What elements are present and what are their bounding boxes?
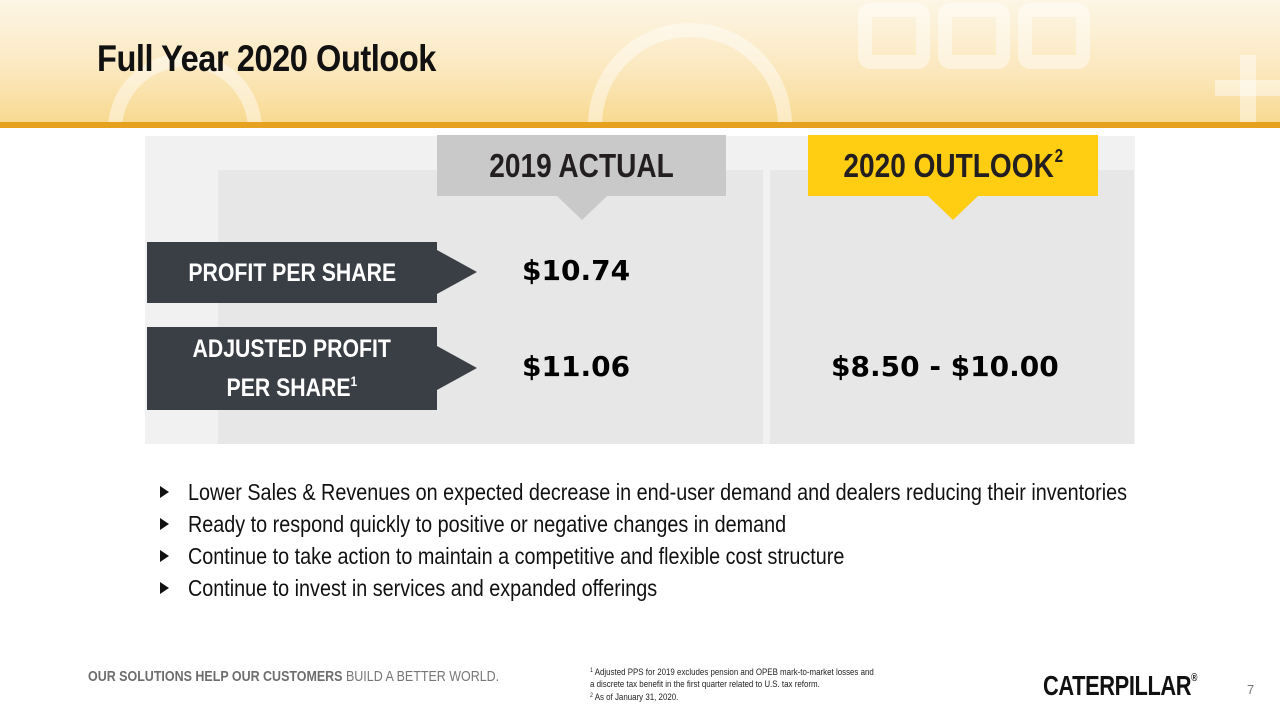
footer-tagline: OUR SOLUTIONS HELP OUR CUSTOMERS BUILD A…: [88, 669, 499, 685]
logo-text: CATERPILLAR: [1043, 670, 1192, 701]
page-number: 7: [1247, 682, 1255, 697]
bullet-text: Continue to take action to maintain a co…: [188, 543, 845, 569]
registered-mark: ®: [1191, 672, 1198, 684]
arrow-right-icon: [437, 250, 477, 294]
bullet-triangle-icon: [160, 486, 169, 498]
profit-per-share-label: PROFIT PER SHARE: [147, 242, 437, 303]
header-2019-actual: 2019 ACTUAL: [437, 135, 726, 196]
header-watermark-graphic: [108, 3, 1280, 124]
arrow-down-icon: [928, 196, 978, 220]
adjusted-profit-per-share-label: ADJUSTED PROFIT PER SHARE1: [147, 327, 437, 410]
arrow-down-icon: [557, 196, 607, 220]
caterpillar-logo: CATERPILLAR®: [1043, 670, 1197, 702]
profit-per-share-text: PROFIT PER SHARE: [188, 258, 396, 287]
footnote-2-text: As of January 31, 2020.: [594, 692, 679, 702]
bullet-triangle-icon: [160, 550, 169, 562]
tagline-bold: OUR SOLUTIONS HELP OUR CUSTOMERS: [88, 669, 343, 685]
footnote-1-number: 1: [590, 668, 593, 674]
header-2020-outlook: 2020 OUTLOOK2: [808, 135, 1098, 196]
footnote-ref-1: 1: [350, 373, 358, 389]
header-2019-actual-label: 2019 ACTUAL: [489, 146, 674, 184]
bullet-text: Ready to respond quickly to positive or …: [188, 511, 787, 537]
arrow-right-icon: [437, 346, 477, 390]
header-divider: [0, 122, 1280, 128]
bullet-text: Lower Sales & Revenues on expected decre…: [188, 479, 1128, 505]
footnotes: 1 Adjusted PPS for 2019 excludes pension …: [590, 665, 874, 703]
bullet-triangle-icon: [160, 518, 169, 530]
footnote-ref-2: 2: [1054, 146, 1063, 166]
footnote-2-number: 2: [590, 693, 593, 699]
footnote-1-line2: a discrete tax benefit in the first quar…: [590, 679, 820, 689]
profit-per-share-2019-value: $10.74: [522, 254, 631, 287]
adjusted-pps-2020-outlook-value: $8.50 - $10.00: [831, 350, 1059, 383]
header-banner: Full Year 2020 Outlook: [0, 0, 1280, 124]
footnote-1-line1: Adjusted PPS for 2019 excludes pension a…: [594, 667, 874, 677]
adjusted-pps-2019-value: $11.06: [522, 350, 631, 383]
header-2020-outlook-label: 2020 OUTLOOK: [843, 147, 1054, 184]
slide-title: Full Year 2020 Outlook: [97, 38, 436, 79]
tagline-rest: BUILD A BETTER WORLD.: [342, 669, 500, 685]
bullet-text: Continue to invest in services and expan…: [188, 575, 658, 601]
adjusted-profit-line2: PER SHARE: [226, 374, 351, 402]
adjusted-profit-line1: ADJUSTED PROFIT: [192, 335, 392, 363]
bullet-triangle-icon: [160, 582, 169, 594]
